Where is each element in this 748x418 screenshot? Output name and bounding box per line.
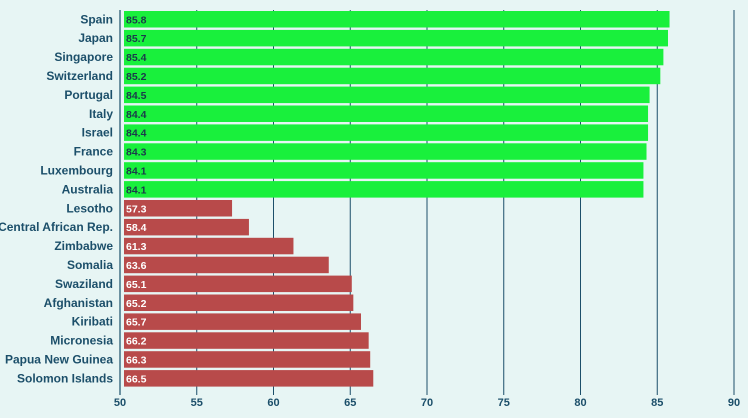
bar-somalia xyxy=(124,256,329,274)
category-label: Micronesia xyxy=(50,334,113,348)
category-label: Somalia xyxy=(67,258,113,272)
category-label: Israel xyxy=(82,126,113,140)
value-label: 85.2 xyxy=(126,71,147,83)
bar-israel xyxy=(124,124,649,141)
bar-solomon-islands xyxy=(124,370,374,387)
value-label: 85.7 xyxy=(126,33,147,45)
bar-central-african-rep xyxy=(124,218,249,236)
category-label: Swaziland xyxy=(55,277,113,291)
x-tick-label: 60 xyxy=(267,397,279,409)
bar-papua-new-guinea xyxy=(124,351,371,368)
category-label: Luxembourg xyxy=(40,163,113,177)
value-label: 85.4 xyxy=(126,52,147,64)
bar-lesotho xyxy=(124,200,233,217)
category-label: Portugal xyxy=(64,88,113,102)
bar-singapore xyxy=(124,48,664,66)
x-axis-tick-labels: 50 55 60 65 70 75 80 85 90 xyxy=(114,397,740,409)
value-label: 84.1 xyxy=(126,184,147,196)
bar-portugal xyxy=(124,86,650,104)
bars xyxy=(124,11,670,387)
bar-zimbabwe xyxy=(124,237,294,255)
x-tick-label: 65 xyxy=(344,397,356,409)
value-label: 63.6 xyxy=(126,260,147,272)
category-label: Australia xyxy=(62,182,114,196)
category-label: Singapore xyxy=(54,50,113,64)
category-label: Central African Rep. xyxy=(0,220,113,234)
bar-australia xyxy=(124,181,644,198)
value-label: 61.3 xyxy=(126,241,147,253)
category-label: Zimbabwe xyxy=(54,239,113,253)
value-label: 65.2 xyxy=(126,298,147,310)
category-label: Switzerland xyxy=(46,69,113,83)
value-label: 65.7 xyxy=(126,317,147,329)
bar-micronesia xyxy=(124,332,369,349)
value-label: 66.2 xyxy=(126,336,147,348)
x-tick-label: 75 xyxy=(498,397,510,409)
value-labels: 85.8 85.7 85.4 85.2 84.5 84.4 84.4 84.3 84.1 84.1… xyxy=(126,14,147,385)
bar-luxembourg xyxy=(124,162,644,179)
bar-france xyxy=(124,143,647,160)
value-label: 57.3 xyxy=(126,203,147,215)
bar-switzerland xyxy=(124,67,661,85)
value-label: 58.4 xyxy=(126,222,147,234)
category-label: France xyxy=(74,145,114,159)
category-label: Solomon Islands xyxy=(17,371,113,385)
category-label: Papua New Guinea xyxy=(5,352,113,366)
value-label: 85.8 xyxy=(126,14,147,26)
bar-swaziland xyxy=(124,275,352,293)
value-label: 84.4 xyxy=(126,128,147,140)
bar-japan xyxy=(124,29,668,47)
x-tick-label: 55 xyxy=(191,397,203,409)
bar-afghanistan xyxy=(124,294,354,311)
category-label: Lesotho xyxy=(66,201,113,215)
category-label: Kiribati xyxy=(72,315,113,329)
x-tick-label: 85 xyxy=(651,397,663,409)
bar-spain xyxy=(124,11,670,28)
value-label: 65.1 xyxy=(126,279,147,291)
value-label: 84.5 xyxy=(126,90,147,102)
value-label: 66.5 xyxy=(126,373,147,385)
category-label: Afghanistan xyxy=(44,296,113,310)
x-tick-label: 90 xyxy=(728,397,740,409)
bar-kiribati xyxy=(124,313,361,330)
x-tick-label: 80 xyxy=(574,397,586,409)
x-tick-label: 70 xyxy=(421,397,433,409)
bar-italy xyxy=(124,105,649,122)
value-label: 84.4 xyxy=(126,109,147,121)
category-label: Spain xyxy=(80,12,113,26)
value-label: 66.3 xyxy=(126,354,147,366)
x-tick-label: 50 xyxy=(114,397,126,409)
category-label: Italy xyxy=(89,107,113,121)
category-labels: Spain Japan Singapore Switzerland Portugal It… xyxy=(0,12,113,385)
value-label: 84.1 xyxy=(126,165,147,177)
value-label: 84.3 xyxy=(126,147,147,159)
category-label: Japan xyxy=(78,31,113,45)
